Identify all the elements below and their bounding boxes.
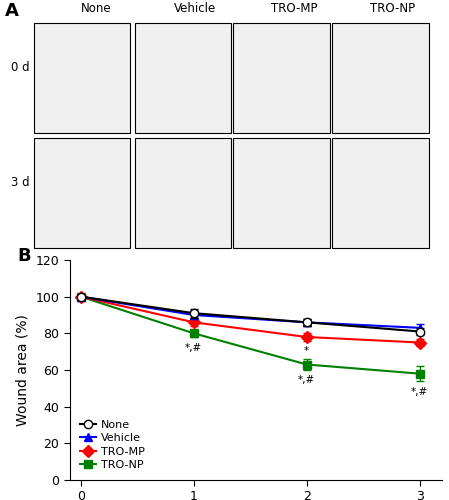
Text: TRO-MP: TRO-MP [271,2,317,16]
Text: Vehicle: Vehicle [174,2,216,16]
Bar [135,138,231,248]
Bar [34,138,130,248]
Text: TRO-NP: TRO-NP [370,2,415,16]
Bar [34,22,130,132]
Text: 0 d: 0 d [11,61,30,74]
Bar [233,138,330,248]
Bar [233,22,330,132]
Text: A: A [4,2,18,21]
Bar [332,138,429,248]
Text: None: None [81,2,112,16]
Text: *,#: *,# [298,376,315,386]
Legend: None, Vehicle, TRO-MP, TRO-NP: None, Vehicle, TRO-MP, TRO-NP [75,416,149,474]
Text: 3 d: 3 d [11,176,30,189]
Text: *,#: *,# [411,388,428,398]
Bar [135,22,231,132]
Y-axis label: Wound area (%): Wound area (%) [16,314,30,426]
Text: B: B [18,247,31,265]
Bar [332,22,429,132]
Text: *: * [304,346,309,356]
Text: *,#: *,# [185,344,202,353]
